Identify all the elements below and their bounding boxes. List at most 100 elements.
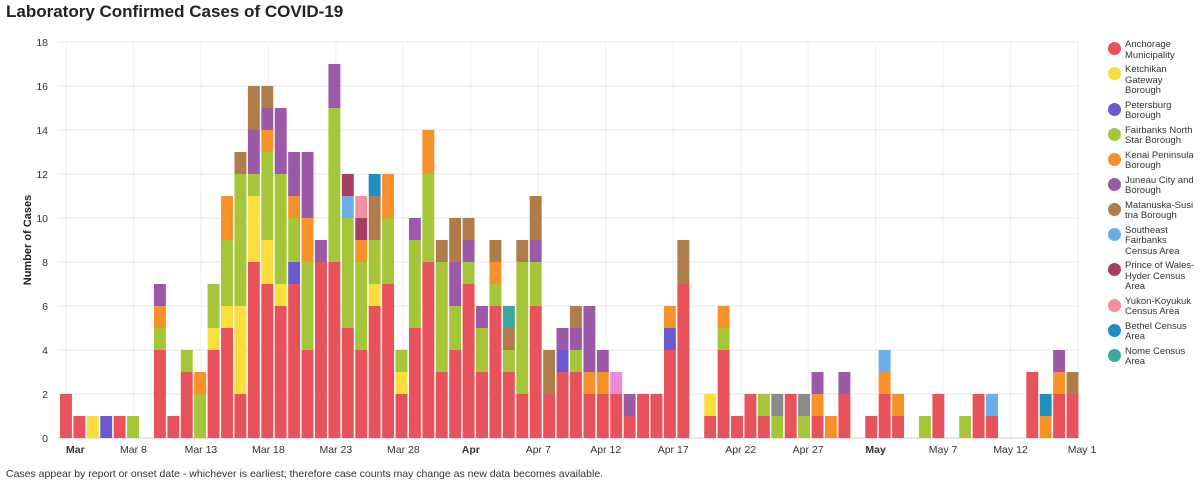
bar-segment[interactable] [341, 328, 354, 438]
bar-segment[interactable] [355, 218, 368, 240]
bar-segment[interactable] [825, 416, 837, 438]
bar-segment[interactable] [717, 328, 730, 350]
bar-segment[interactable] [328, 108, 341, 262]
bar-segment[interactable] [570, 350, 582, 372]
bar-segment[interactable] [462, 218, 475, 240]
bar-segment[interactable] [301, 152, 314, 218]
bar-segment[interactable] [596, 372, 609, 394]
bar-segment[interactable] [449, 306, 462, 350]
bar-segment[interactable] [153, 306, 166, 328]
bar-segment[interactable] [556, 372, 569, 438]
bar-segment[interactable] [570, 306, 582, 328]
bar-segment[interactable] [462, 284, 475, 438]
legend-item[interactable]: Anchorage Municipality [1108, 39, 1198, 61]
bar-segment[interactable] [771, 394, 784, 416]
bar-segment[interactable] [838, 372, 851, 394]
bar-segment[interactable] [395, 350, 408, 372]
bar-segment[interactable] [435, 262, 448, 372]
bar-segment[interactable] [261, 108, 274, 130]
bar-segment[interactable] [811, 394, 824, 416]
bar-segment[interactable] [449, 218, 462, 262]
bar-segment[interactable] [180, 350, 193, 372]
bar-segment[interactable] [663, 350, 676, 438]
bar-segment[interactable] [596, 350, 609, 372]
bar-segment[interactable] [677, 284, 690, 438]
legend-item[interactable]: Nome Census Area [1108, 346, 1198, 368]
bar-segment[interactable] [194, 394, 207, 438]
legend-item[interactable]: Matanuska-Susi tna Borough [1108, 200, 1198, 222]
bar-segment[interactable] [100, 416, 113, 438]
bar-segment[interactable] [261, 284, 274, 438]
bar-segment[interactable] [717, 350, 730, 438]
bar-segment[interactable] [918, 416, 931, 438]
bar-segment[interactable] [892, 416, 905, 438]
bar-segment[interactable] [368, 196, 381, 240]
bar-segment[interactable] [127, 416, 140, 438]
legend-item[interactable]: Southeast Fairbanks Census Area [1108, 225, 1198, 258]
bar-segment[interactable] [811, 372, 824, 394]
bar-segment[interactable] [435, 240, 448, 262]
bar-segment[interactable] [288, 262, 301, 284]
bar-segment[interactable] [744, 394, 757, 438]
bar-segment[interactable] [878, 394, 891, 438]
bar-segment[interactable] [408, 328, 421, 438]
bar-segment[interactable] [328, 64, 341, 108]
bar-segment[interactable] [288, 218, 301, 262]
bar-segment[interactable] [408, 218, 421, 240]
bar-segment[interactable] [315, 262, 327, 438]
bar-segment[interactable] [234, 152, 247, 174]
bar-segment[interactable] [113, 416, 126, 438]
bar-segment[interactable] [1053, 372, 1066, 394]
bar-segment[interactable] [382, 218, 395, 284]
bar-segment[interactable] [757, 394, 770, 416]
bar-segment[interactable] [623, 416, 636, 438]
bar-segment[interactable] [476, 328, 488, 372]
bar-segment[interactable] [502, 328, 515, 350]
bar-segment[interactable] [986, 394, 998, 416]
bar-segment[interactable] [355, 350, 368, 438]
bar-segment[interactable] [355, 240, 368, 262]
bar-segment[interactable] [516, 240, 529, 262]
bar-segment[interactable] [529, 262, 542, 306]
bar-segment[interactable] [301, 218, 314, 262]
bar-segment[interactable] [529, 306, 542, 438]
bar-segment[interactable] [583, 306, 596, 372]
bar-segment[interactable] [368, 240, 381, 284]
bar-segment[interactable] [247, 174, 260, 196]
legend-item[interactable]: Yukon-Koyukuk Census Area [1108, 296, 1198, 318]
bar-segment[interactable] [1039, 416, 1052, 438]
bar-segment[interactable] [435, 372, 448, 438]
bar-segment[interactable] [663, 328, 676, 350]
bar-segment[interactable] [382, 174, 395, 218]
bar-segment[interactable] [583, 394, 596, 438]
bar-segment[interactable] [422, 174, 435, 262]
bar-segment[interactable] [207, 284, 220, 328]
bar-segment[interactable] [972, 394, 985, 438]
bar-segment[interactable] [462, 240, 475, 262]
bar-segment[interactable] [623, 394, 636, 416]
bar-segment[interactable] [274, 174, 287, 284]
bar-segment[interactable] [529, 196, 542, 240]
bar-segment[interactable] [637, 394, 650, 438]
bar-segment[interactable] [382, 284, 395, 438]
bar-segment[interactable] [784, 394, 797, 438]
bar-segment[interactable] [570, 328, 582, 350]
bar-segment[interactable] [368, 284, 381, 306]
bar-segment[interactable] [731, 416, 743, 438]
bar-segment[interactable] [610, 394, 623, 438]
bar-segment[interactable] [261, 240, 274, 284]
bar-segment[interactable] [811, 416, 824, 438]
bar-segment[interactable] [153, 284, 166, 306]
legend-item[interactable]: Bethel Census Area [1108, 321, 1198, 343]
bar-segment[interactable] [556, 328, 569, 350]
bar-segment[interactable] [408, 240, 421, 328]
bar-segment[interactable] [892, 394, 905, 416]
bar-segment[interactable] [234, 174, 247, 306]
bar-segment[interactable] [798, 416, 811, 438]
bar-segment[interactable] [153, 328, 166, 350]
bar-segment[interactable] [288, 152, 301, 196]
bar-segment[interactable] [221, 240, 233, 306]
bar-segment[interactable] [516, 394, 529, 438]
bar-segment[interactable] [180, 372, 193, 438]
bar-segment[interactable] [355, 262, 368, 350]
